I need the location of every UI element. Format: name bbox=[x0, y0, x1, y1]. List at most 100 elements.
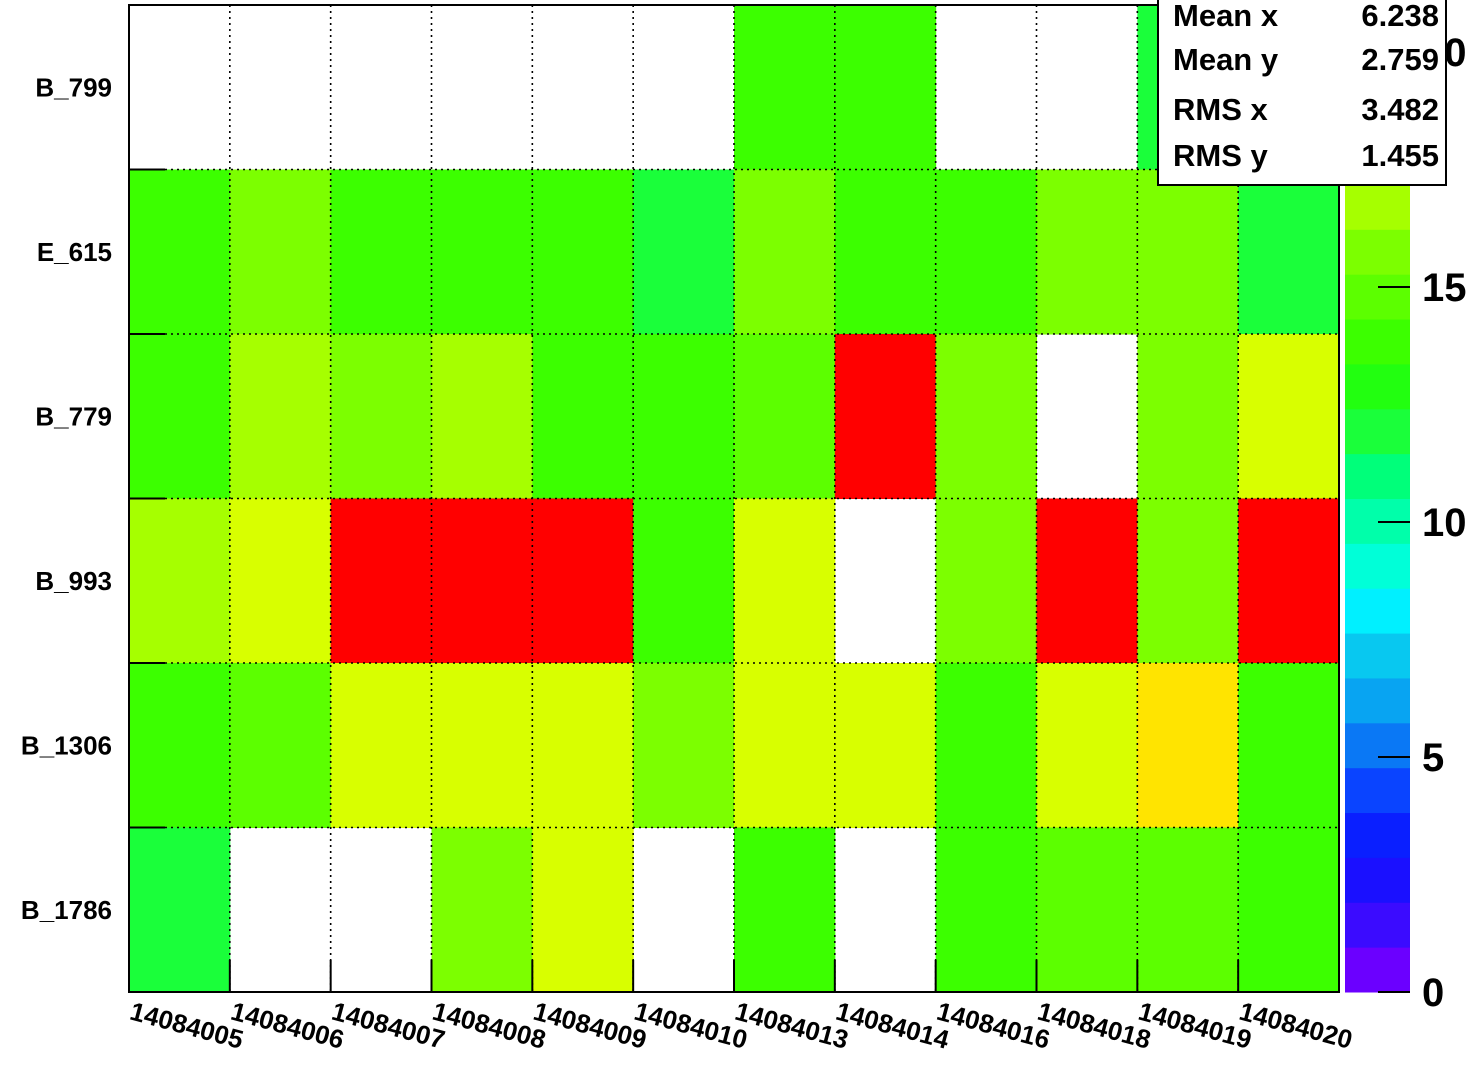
heatmap-cell bbox=[734, 498, 836, 664]
heatmap-cell bbox=[330, 169, 432, 335]
palette-swatch bbox=[1345, 453, 1410, 499]
axis-ticks bbox=[129, 168, 1240, 992]
x-tick-label: 14084009 bbox=[530, 996, 650, 1055]
heatmap-cells bbox=[129, 5, 1340, 993]
heatmap-cell bbox=[532, 334, 634, 499]
heatmap-cell bbox=[229, 498, 332, 664]
heatmap-cell bbox=[431, 498, 533, 664]
color-scale-label: 5 bbox=[1422, 736, 1444, 780]
x-tick-label: 14084014 bbox=[833, 996, 953, 1055]
heatmap-cell bbox=[229, 334, 332, 499]
x-tick-label: 14084005 bbox=[127, 996, 247, 1055]
heatmap-cell bbox=[532, 663, 634, 828]
heatmap-cell bbox=[1137, 169, 1239, 335]
heatmap-cell bbox=[532, 498, 634, 664]
x-tick-label: 14084010 bbox=[631, 996, 751, 1055]
y-tick-label: B_1786 bbox=[21, 895, 112, 925]
heatmap-cell bbox=[1036, 663, 1138, 828]
palette-swatch bbox=[1345, 588, 1410, 634]
heatmap-cell bbox=[935, 334, 1037, 499]
heatmap-cell bbox=[734, 5, 836, 170]
grid-lines bbox=[129, 5, 1339, 992]
palette-swatch bbox=[1345, 857, 1410, 903]
y-tick-label: B_779 bbox=[35, 401, 112, 431]
x-tick-label: 14084007 bbox=[329, 996, 449, 1055]
palette-swatch bbox=[1345, 543, 1410, 589]
palette-swatch bbox=[1345, 633, 1410, 679]
stats-row-rms-x: RMS x 3.482 bbox=[1173, 92, 1439, 136]
stats-row-rms-y: RMS y 1.455 bbox=[1173, 138, 1439, 182]
heatmap-cell bbox=[129, 334, 231, 499]
heatmap-cell bbox=[1137, 334, 1239, 499]
heatmap-cell bbox=[1238, 663, 1340, 828]
x-tick-label: 14084013 bbox=[732, 996, 852, 1055]
heatmap-cell bbox=[532, 169, 634, 335]
heatmap-cell bbox=[633, 663, 735, 828]
heatmap-cell bbox=[633, 169, 735, 335]
stats-row-mean-x: Mean x 6.238 bbox=[1173, 0, 1439, 42]
heatmap-cell bbox=[935, 663, 1037, 828]
stats-value: 2.759 bbox=[1361, 42, 1439, 77]
palette-swatch bbox=[1345, 184, 1410, 230]
stats-value: 1.455 bbox=[1361, 138, 1439, 173]
palette-swatch bbox=[1345, 902, 1410, 948]
heatmap-cell bbox=[834, 334, 937, 499]
stats-label: RMS y bbox=[1173, 138, 1268, 173]
x-tick-label: 14084020 bbox=[1236, 996, 1356, 1055]
stats-label: RMS x bbox=[1173, 92, 1268, 127]
heatmap-cell bbox=[1036, 169, 1138, 335]
x-axis-labels: 1408400514084006140840071408400814084009… bbox=[127, 996, 1356, 1055]
y-tick-label: B_993 bbox=[35, 566, 112, 596]
heatmap-cell bbox=[1137, 498, 1239, 664]
heatmap-cell bbox=[1238, 334, 1340, 499]
color-scale-label: 0 bbox=[1422, 971, 1444, 1015]
heatmap-cell bbox=[734, 334, 836, 499]
y-tick-label: E_615 bbox=[37, 237, 112, 267]
stats-label: Mean x bbox=[1173, 0, 1279, 33]
heatmap-cell bbox=[633, 334, 735, 499]
x-tick-label: 14084008 bbox=[429, 996, 549, 1055]
stats-box: Mean x 6.238 Mean y 2.759 RMS x 3.482 RM… bbox=[1157, 0, 1447, 186]
x-tick-label: 14084016 bbox=[934, 996, 1054, 1055]
palette-swatch bbox=[1345, 274, 1410, 320]
x-tick-label: 14084006 bbox=[228, 996, 348, 1055]
heatmap-cell bbox=[1036, 498, 1138, 664]
heatmap-cell bbox=[431, 169, 533, 335]
heatmap-cell bbox=[1238, 827, 1340, 993]
heatmap-cell bbox=[431, 827, 533, 993]
heatmap-cell bbox=[532, 827, 634, 993]
heatmap-cell bbox=[834, 5, 937, 170]
heatmap-cell bbox=[734, 169, 836, 335]
stats-value: 6.238 bbox=[1361, 0, 1439, 33]
heatmap-cell bbox=[129, 663, 231, 828]
palette-swatch bbox=[1345, 408, 1410, 455]
heatmap-cell bbox=[834, 663, 937, 828]
stats-row-mean-y: Mean y 2.759 bbox=[1173, 42, 1439, 86]
heatmap-cell bbox=[129, 498, 231, 664]
heatmap-cell bbox=[129, 827, 231, 993]
heatmap-cell bbox=[129, 169, 231, 335]
heatmap-cell bbox=[1137, 827, 1239, 993]
heatmap-cell bbox=[1137, 663, 1239, 828]
palette-swatch bbox=[1345, 229, 1410, 275]
palette-swatch bbox=[1345, 767, 1410, 814]
y-tick-label: B_799 bbox=[35, 72, 112, 102]
heatmap-cell bbox=[1238, 169, 1340, 335]
y-tick-label: B_1306 bbox=[21, 730, 112, 760]
palette-swatch bbox=[1345, 722, 1410, 769]
heatmap-cell bbox=[1036, 827, 1138, 993]
heatmap-cell bbox=[229, 169, 332, 335]
heatmap-cell bbox=[431, 663, 533, 828]
heatmap-cell bbox=[633, 498, 735, 664]
heatmap-cell bbox=[935, 169, 1037, 335]
color-scale-label: 15 bbox=[1422, 266, 1467, 310]
stats-label: Mean y bbox=[1173, 42, 1279, 77]
heatmap-cell bbox=[935, 498, 1037, 664]
heatmap-cell bbox=[935, 827, 1037, 993]
heatmap-cell bbox=[1238, 498, 1340, 664]
palette-swatch bbox=[1345, 812, 1410, 858]
heatmap-cell bbox=[330, 663, 432, 828]
palette-swatch bbox=[1345, 319, 1410, 365]
heatmap-cell bbox=[330, 498, 432, 664]
